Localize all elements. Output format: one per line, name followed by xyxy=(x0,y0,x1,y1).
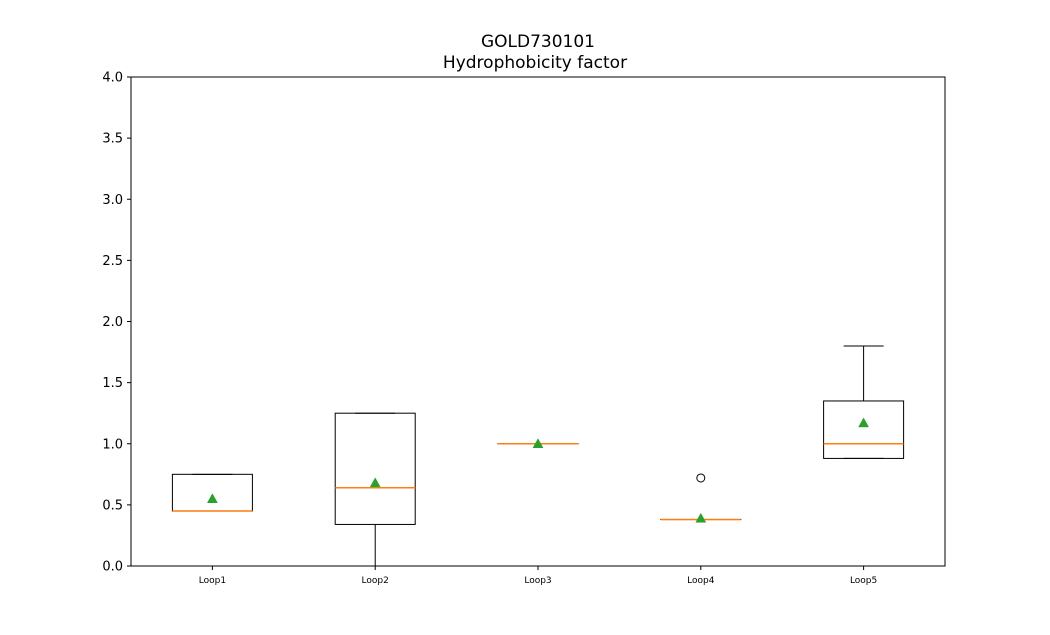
mean-marker xyxy=(695,512,707,523)
x-tick-label: Loop4 xyxy=(687,576,715,586)
chart-title: GOLD730101 xyxy=(481,32,595,52)
x-tick-label: Loop5 xyxy=(850,576,877,586)
outlier-point xyxy=(696,473,706,483)
box-loop2 xyxy=(334,412,416,567)
y-tick-label: 1.5 xyxy=(102,376,123,391)
y-tick-label: 2.5 xyxy=(102,254,123,269)
y-tick-label: 3.5 xyxy=(102,132,123,147)
mean-marker xyxy=(206,493,218,504)
x-tick-label: Loop1 xyxy=(199,576,226,586)
box-loop5 xyxy=(823,345,905,459)
y-tick-label: 0.0 xyxy=(102,560,123,575)
x-tick-label: Loop3 xyxy=(524,576,551,586)
chart-subtitle: Hydrophobicity factor xyxy=(443,53,627,73)
box-loop1 xyxy=(171,473,253,512)
iqr-box xyxy=(171,473,253,512)
y-tick-label: 0.5 xyxy=(102,498,123,513)
iqr-box xyxy=(334,412,416,525)
x-axis: Loop1 Loop2 Loop3 Loop4 Loop5 xyxy=(199,566,877,586)
iqr-box xyxy=(823,400,905,459)
box-loop4 xyxy=(660,473,742,523)
x-tick-label: Loop2 xyxy=(362,576,389,586)
y-tick-label: 2.0 xyxy=(102,315,123,330)
plot-marks xyxy=(171,345,905,567)
mean-marker xyxy=(858,417,870,428)
y-tick-label: 3.0 xyxy=(102,193,123,208)
y-axis: 0.0 0.5 1.0 1.5 2.0 2.5 3.0 3.5 4.0 xyxy=(102,71,131,575)
mean-marker xyxy=(532,438,544,448)
y-tick-label: 1.0 xyxy=(102,437,123,452)
mean-marker xyxy=(369,477,381,488)
plot-frame xyxy=(130,76,946,567)
y-tick-label: 4.0 xyxy=(102,71,123,86)
box-loop3 xyxy=(497,438,579,448)
